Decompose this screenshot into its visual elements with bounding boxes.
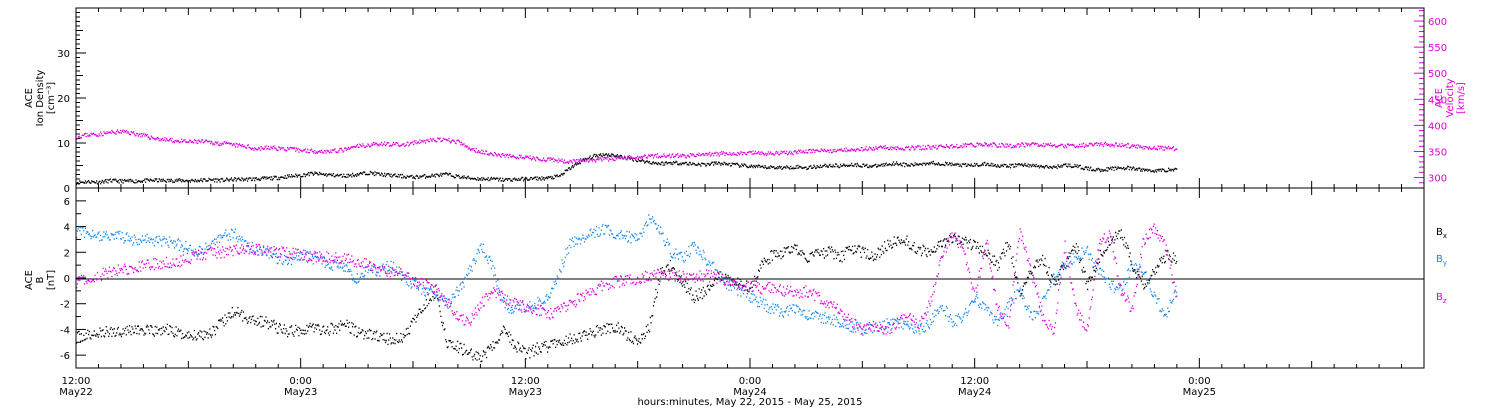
axis-label-line: Ion Density xyxy=(35,70,46,127)
series-points xyxy=(76,223,1178,336)
y2-tick-label: 600 xyxy=(1428,17,1447,28)
bottom-panel-ticks: -6 -4 -2 0 2 4 6 xyxy=(60,187,86,369)
x-tick-label-time: 12:00 xyxy=(511,376,540,387)
bottom-panel-ylabel: ACE B [nT] xyxy=(24,270,57,290)
y-tick-label: 10 xyxy=(57,139,70,150)
legend-entry-z: Bz xyxy=(1436,292,1447,305)
y2-tick-label: 350 xyxy=(1428,147,1447,158)
x-tick-label-date: May25 xyxy=(1183,387,1216,398)
bottom-panel-points xyxy=(76,214,1178,363)
y2-tick-label: 500 xyxy=(1428,69,1447,80)
axis-label-line: [cm⁻³] xyxy=(46,82,57,114)
y-tick-label: -6 xyxy=(60,351,70,362)
legend-entry-y: By xyxy=(1436,254,1447,267)
x-tick-label-time: 12:00 xyxy=(62,376,91,387)
series-points xyxy=(76,129,1178,164)
top-panel-y2label: ACE Velocity [km/s] xyxy=(1434,78,1467,117)
y-tick-label: 0 xyxy=(64,274,70,285)
top-panel-frame xyxy=(75,7,1425,189)
y-tick-label: 6 xyxy=(64,197,70,208)
bottom-panel: -6 -4 -2 0 2 4 6 ACE B [nT] Bx By Bz xyxy=(24,187,1447,369)
y2-tick-label: 450 xyxy=(1428,95,1447,106)
bottom-panel-frame xyxy=(75,187,1425,369)
y-tick-label: 0 xyxy=(64,184,70,195)
axis-label-line: [km/s] xyxy=(1456,82,1467,114)
top-panel-points xyxy=(76,129,1178,186)
y-tick-label: -2 xyxy=(60,300,70,311)
y2-tick-label: 550 xyxy=(1428,43,1447,54)
series-points xyxy=(76,153,1178,186)
top-panel-ticks: 0 10 20 30 300 350 400 450 500 550 600 xyxy=(57,10,1447,195)
y-tick-label: -4 xyxy=(60,325,70,336)
x-tick-label-date: May24 xyxy=(733,387,766,398)
x-tick-label-time: 0:00 xyxy=(739,376,761,387)
x-tick-label-time: 0:00 xyxy=(289,376,311,387)
axis-label-line: B xyxy=(35,276,46,283)
y2-tick-label: 300 xyxy=(1428,174,1447,185)
y2-tick-label: 400 xyxy=(1428,121,1447,132)
series-points xyxy=(76,214,1178,335)
axis-label-line: Velocity xyxy=(1445,78,1456,117)
x-tick-label-date: May23 xyxy=(284,387,317,398)
axis-label-line: ACE xyxy=(24,270,35,290)
series-points xyxy=(76,229,1178,363)
x-tick-label-time: 0:00 xyxy=(1188,376,1210,387)
y-tick-label: 2 xyxy=(64,248,70,259)
x-axis-label: hours:minutes, May 22, 2015 - May 25, 20… xyxy=(637,397,862,408)
y-tick-label: 4 xyxy=(64,223,70,234)
axis-label-line: ACE xyxy=(1434,88,1445,108)
x-tick-label-time: 12:00 xyxy=(960,376,989,387)
x-axis: 12:00May220:00May2312:00May230:00May2412… xyxy=(59,8,1425,398)
bottom-panel-legend: Bx By Bz xyxy=(1436,227,1447,305)
x-tick-label-date: May22 xyxy=(59,387,92,398)
y-tick-label: 20 xyxy=(57,94,70,105)
axis-label-line: ACE xyxy=(24,88,35,108)
y-tick-label: 30 xyxy=(57,49,70,60)
legend-entry-x: Bx xyxy=(1436,227,1447,240)
x-tick-label-date: May24 xyxy=(958,387,991,398)
x-tick-label-date: May23 xyxy=(509,387,542,398)
axis-label-line: [nT] xyxy=(46,270,57,290)
top-panel-ylabel: ACE Ion Density [cm⁻³] xyxy=(24,70,57,127)
